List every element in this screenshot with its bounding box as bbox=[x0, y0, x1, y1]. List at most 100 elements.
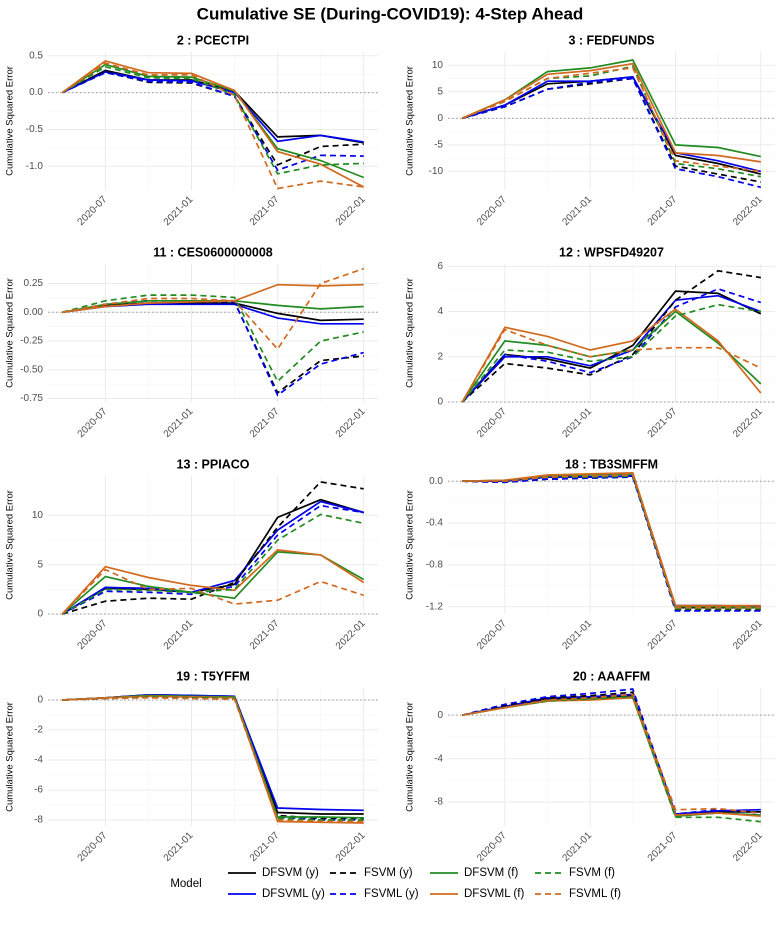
y-tick-label: 0.25 bbox=[24, 278, 44, 289]
series-line: FSVM (y) bbox=[62, 299, 364, 395]
panel-title: 3 : FEDFUNDS bbox=[568, 33, 654, 47]
series-line: FSVML (y) bbox=[61, 504, 364, 615]
series-line: FSVM (y) bbox=[461, 269, 761, 403]
panel-title: 2 : PCECTPI bbox=[177, 33, 249, 47]
y-axis-label: Cumulative Squared Error bbox=[405, 66, 416, 176]
y-tick-label: -1.0 bbox=[26, 161, 44, 172]
x-tick-label: 2020-07 bbox=[76, 406, 110, 440]
x-tick-label: 2021-07 bbox=[248, 194, 282, 228]
y-tick-label: -5 bbox=[434, 140, 443, 151]
series-line: FSVM (f) bbox=[61, 65, 364, 175]
chart-title: Cumulative SE (During-COVID19): 4-Step A… bbox=[197, 4, 584, 23]
x-tick-label: 2021-07 bbox=[248, 830, 282, 864]
series-line: DFSVML (y) bbox=[61, 500, 364, 615]
legend-label: DFSVML (f) bbox=[464, 888, 524, 900]
y-tick-label: 0.00 bbox=[24, 307, 44, 318]
series-line: FSVML (y) bbox=[461, 287, 762, 403]
y-tick-label: -8 bbox=[434, 797, 443, 808]
series-line: FSVML (y) bbox=[62, 696, 364, 821]
x-tick-label: 2021-07 bbox=[646, 194, 680, 228]
y-axis-label: Cumulative Squared Error bbox=[405, 702, 416, 812]
y-tick-label: 10 bbox=[432, 60, 444, 71]
x-tick-label: 2021-01 bbox=[560, 194, 594, 228]
x-tick-label: 2022-01 bbox=[334, 830, 368, 864]
x-tick-label: 2022-01 bbox=[731, 194, 765, 228]
series-line: FSVM (f) bbox=[461, 303, 761, 403]
series-line: DFSVML (y) bbox=[461, 75, 762, 173]
x-tick-label: 2022-01 bbox=[334, 618, 368, 652]
y-axis-label: Cumulative Squared Error bbox=[405, 490, 416, 600]
series-line: DFSVML (f) bbox=[61, 59, 365, 188]
y-tick-label: -1.2 bbox=[426, 601, 444, 612]
series-line: DFSVM (y) bbox=[62, 693, 364, 815]
series-line: DFSVML (f) bbox=[461, 62, 761, 163]
x-tick-label: 2021-01 bbox=[560, 406, 594, 440]
series-line: DFSVM (y) bbox=[462, 694, 761, 816]
y-tick-label: -0.50 bbox=[20, 364, 43, 375]
y-axis-label: Cumulative Squared Error bbox=[405, 278, 416, 388]
x-tick-label: 2021-07 bbox=[248, 618, 282, 652]
series-line: FSVML (f) bbox=[62, 267, 364, 351]
panel-title: 20 : AAAFFM bbox=[573, 669, 650, 683]
x-tick-label: 2022-01 bbox=[334, 194, 368, 228]
series-line: FSVML (y) bbox=[62, 299, 364, 397]
series-line: FSVM (y) bbox=[462, 476, 761, 611]
y-tick-label: 0 bbox=[437, 397, 443, 408]
x-tick-label: 2021-01 bbox=[560, 830, 594, 864]
series-line: DFSVM (y) bbox=[462, 475, 761, 609]
x-tick-label: 2022-01 bbox=[731, 830, 765, 864]
x-tick-label: 2020-07 bbox=[475, 618, 509, 652]
x-tick-label: 2020-07 bbox=[475, 194, 509, 228]
x-tick-label: 2021-01 bbox=[162, 194, 196, 228]
y-tick-label: 6 bbox=[437, 261, 443, 272]
y-tick-label: 5 bbox=[437, 86, 443, 97]
legend-label: FSVML (y) bbox=[364, 888, 419, 900]
series-line: FSVML (f) bbox=[461, 328, 762, 403]
x-tick-label: 2020-07 bbox=[76, 618, 110, 652]
y-tick-label: -8 bbox=[34, 815, 43, 826]
y-axis-label: Cumulative Squared Error bbox=[5, 66, 16, 176]
series-line: DFSVML (f) bbox=[62, 283, 364, 314]
series-line: DFSVML (y) bbox=[462, 693, 761, 815]
y-tick-label: 0.0 bbox=[429, 476, 443, 487]
y-tick-label: -0.5 bbox=[26, 124, 44, 135]
y-tick-label: -4 bbox=[434, 753, 443, 764]
series-line: DFSVM (y) bbox=[461, 290, 762, 403]
panel-title: 12 : WPSFD49207 bbox=[559, 245, 664, 259]
y-tick-label: 0 bbox=[437, 113, 443, 124]
legend-label: FSVM (y) bbox=[364, 867, 413, 879]
panel-title: 19 : T5YFFM bbox=[176, 669, 250, 683]
x-tick-label: 2021-07 bbox=[646, 830, 680, 864]
x-tick-label: 2020-07 bbox=[475, 830, 509, 864]
y-tick-label: 2 bbox=[437, 351, 443, 362]
legend-label: FSVM (f) bbox=[569, 867, 615, 879]
series-line: FSVM (f) bbox=[62, 294, 364, 383]
y-tick-label: -0.75 bbox=[20, 393, 43, 404]
series-line: FSVM (y) bbox=[462, 691, 761, 816]
series-line: FSVML (y) bbox=[461, 688, 761, 815]
series-line: FSVM (f) bbox=[62, 696, 364, 821]
series-line: DFSVML (f) bbox=[462, 472, 761, 607]
x-tick-label: 2021-07 bbox=[646, 406, 680, 440]
y-tick-label: -0.25 bbox=[20, 336, 43, 347]
y-tick-label: 0 bbox=[37, 609, 43, 620]
x-tick-label: 2020-07 bbox=[475, 406, 509, 440]
x-tick-label: 2021-07 bbox=[646, 618, 680, 652]
panel-title: 18 : TB3SMFFM bbox=[565, 457, 658, 471]
series-line: DFSVM (y) bbox=[62, 302, 364, 322]
y-tick-label: 0 bbox=[437, 710, 443, 721]
series-line: FSVML (f) bbox=[61, 62, 364, 190]
y-tick-label: -6 bbox=[34, 785, 43, 796]
series-line: FSVML (y) bbox=[461, 77, 762, 189]
series-line: FSVM (f) bbox=[61, 513, 364, 615]
series-line: FSVML (f) bbox=[61, 568, 364, 615]
series-line: FSVM (f) bbox=[462, 475, 761, 610]
x-tick-label: 2021-01 bbox=[162, 406, 196, 440]
series-line: DFSVML (y) bbox=[62, 693, 364, 812]
y-tick-label: -10 bbox=[429, 166, 444, 177]
panel-title: 13 : PPIACO bbox=[177, 457, 250, 471]
y-tick-label: -2 bbox=[34, 725, 43, 736]
series-line: DFSVM (f) bbox=[61, 63, 365, 179]
series-line: DFSVML (y) bbox=[462, 475, 761, 608]
y-axis-label: Cumulative Squared Error bbox=[5, 490, 16, 600]
